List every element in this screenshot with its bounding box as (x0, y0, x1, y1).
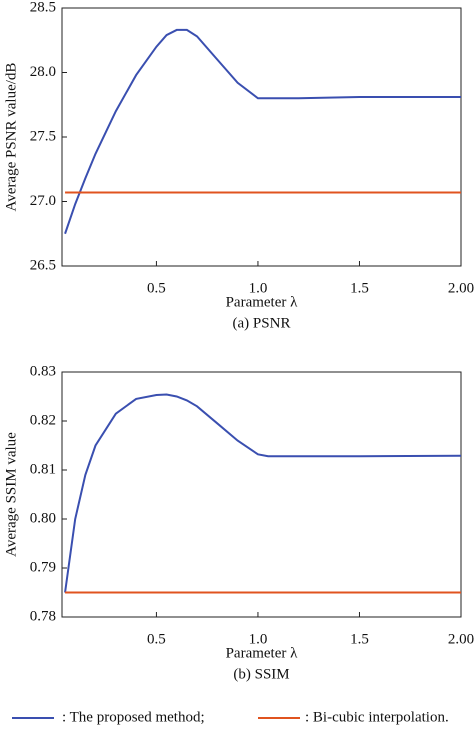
legend-label: : The proposed method; (62, 709, 205, 725)
x-axis-label: Parameter λ (226, 645, 299, 661)
caption: (a) PSNR (233, 315, 291, 331)
legend-label: : Bi-cubic interpolation. (305, 709, 449, 725)
x-tick-label: 1.5 (350, 631, 369, 647)
y-axis-label: Average PSNR value/dB (3, 63, 19, 212)
x-tick-label: 1.0 (249, 280, 268, 296)
series-line (64, 28, 461, 235)
plot-frame (61, 371, 462, 618)
y-axis-label: Average SSIM value (3, 432, 19, 557)
y-tick-label: 0.80 (30, 510, 56, 526)
plot-frame (61, 7, 462, 267)
x-tick-label: 0.5 (147, 280, 166, 296)
y-tick-label: 0.81 (30, 461, 56, 477)
x-tick-label: 2.00 (448, 631, 474, 647)
y-tick-label: 26.5 (30, 257, 56, 273)
y-tick-label: 0.83 (30, 363, 56, 379)
x-tick-label: 1.0 (249, 631, 268, 647)
x-tick-label: 2.00 (448, 280, 474, 296)
y-tick-label: 28.0 (30, 64, 56, 80)
x-axis-label: Parameter λ (226, 294, 299, 310)
y-tick-label: 27.0 (30, 193, 56, 209)
y-tick-label: 0.79 (30, 559, 56, 575)
x-tick-label: 0.5 (147, 631, 166, 647)
y-tick-label: 27.5 (30, 128, 56, 144)
y-tick-label: 0.78 (30, 608, 56, 624)
y-tick-label: 28.5 (30, 0, 56, 15)
series-line (64, 393, 462, 593)
caption: (b) SSIM (233, 666, 289, 682)
x-tick-label: 1.5 (350, 280, 369, 296)
y-tick-label: 0.82 (30, 412, 56, 428)
